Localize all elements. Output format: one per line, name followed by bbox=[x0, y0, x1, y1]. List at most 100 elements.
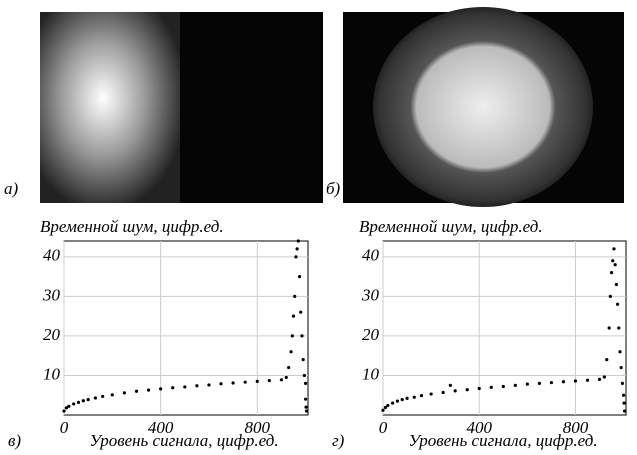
data-point bbox=[305, 409, 308, 412]
data-point bbox=[297, 239, 300, 242]
data-point bbox=[280, 378, 283, 381]
data-point bbox=[526, 383, 529, 386]
data-point bbox=[72, 402, 75, 405]
data-point bbox=[621, 382, 624, 385]
data-point bbox=[622, 394, 625, 397]
data-point bbox=[562, 380, 565, 383]
data-point bbox=[442, 391, 445, 394]
data-point bbox=[514, 384, 517, 387]
data-point bbox=[413, 396, 416, 399]
y-axis-title: Временной шум, цифр.ед. bbox=[40, 217, 224, 236]
data-point bbox=[268, 379, 271, 382]
data-point bbox=[289, 350, 292, 353]
data-point bbox=[285, 376, 288, 379]
data-point bbox=[616, 303, 619, 306]
image-a-glow bbox=[40, 12, 180, 203]
data-point bbox=[302, 358, 305, 361]
data-point bbox=[449, 384, 452, 387]
data-point bbox=[147, 388, 150, 391]
data-point bbox=[612, 247, 615, 250]
data-point bbox=[291, 334, 294, 337]
data-point bbox=[381, 409, 384, 412]
image-b-spot bbox=[373, 7, 593, 207]
data-point bbox=[304, 382, 307, 385]
data-point bbox=[304, 398, 307, 401]
data-point bbox=[617, 326, 620, 329]
panel-label: а) bbox=[4, 179, 19, 198]
data-point bbox=[466, 388, 469, 391]
data-point bbox=[574, 379, 577, 382]
y-tick-label: 10 bbox=[362, 364, 380, 383]
y-tick-label: 30 bbox=[361, 285, 380, 304]
x-tick-label: 0 bbox=[60, 418, 69, 437]
data-point bbox=[598, 378, 601, 381]
data-point bbox=[304, 405, 307, 408]
data-point bbox=[615, 283, 618, 286]
data-point bbox=[219, 382, 222, 385]
panel-label: г) bbox=[332, 431, 345, 450]
data-point bbox=[293, 295, 296, 298]
data-point bbox=[538, 382, 541, 385]
data-point bbox=[303, 374, 306, 377]
data-point bbox=[622, 402, 625, 405]
data-point bbox=[430, 392, 433, 395]
data-point bbox=[454, 389, 457, 392]
y-tick-label: 20 bbox=[43, 325, 61, 344]
data-point bbox=[67, 405, 70, 408]
data-point bbox=[550, 381, 553, 384]
data-point bbox=[396, 400, 399, 403]
data-point bbox=[244, 381, 247, 384]
data-point bbox=[294, 255, 297, 258]
data-point bbox=[296, 247, 299, 250]
data-point bbox=[232, 381, 235, 384]
data-point bbox=[623, 409, 626, 412]
data-point bbox=[610, 271, 613, 274]
y-tick-label: 10 bbox=[43, 364, 61, 383]
plot-frame bbox=[64, 241, 308, 415]
figure-svg: а) б) в) г) 040080010203040Временной шум… bbox=[0, 0, 637, 455]
figure: а) б) в) г) 040080010203040Временной шум… bbox=[0, 0, 637, 455]
data-point bbox=[287, 366, 290, 369]
data-point bbox=[77, 401, 80, 404]
data-point bbox=[256, 380, 259, 383]
y-tick-label: 40 bbox=[43, 246, 61, 265]
data-point bbox=[608, 326, 611, 329]
data-point bbox=[603, 375, 606, 378]
data-point bbox=[298, 275, 301, 278]
data-point bbox=[386, 404, 389, 407]
data-point bbox=[195, 384, 198, 387]
data-point bbox=[159, 387, 162, 390]
data-point bbox=[111, 393, 114, 396]
x-axis-title: Уровень сигнала, цифр.ед. bbox=[89, 431, 278, 450]
data-point bbox=[611, 259, 614, 262]
data-point bbox=[94, 396, 97, 399]
plot-frame bbox=[383, 241, 626, 415]
data-point bbox=[502, 385, 505, 388]
data-point bbox=[405, 397, 408, 400]
y-axis-title: Временной шум, цифр.ед. bbox=[359, 217, 543, 236]
data-point bbox=[618, 350, 621, 353]
data-point bbox=[87, 398, 90, 401]
panel-label: в) bbox=[8, 431, 21, 450]
data-point bbox=[478, 387, 481, 390]
panel-label: б) bbox=[326, 179, 341, 198]
data-point bbox=[614, 263, 617, 266]
data-point bbox=[620, 366, 623, 369]
y-tick-label: 40 bbox=[362, 246, 380, 265]
data-point bbox=[62, 409, 65, 412]
data-point bbox=[490, 386, 493, 389]
data-point bbox=[183, 385, 186, 388]
data-point bbox=[207, 383, 210, 386]
data-point bbox=[101, 395, 104, 398]
data-point bbox=[299, 311, 302, 314]
data-point bbox=[82, 399, 85, 402]
data-point bbox=[135, 390, 138, 393]
data-point bbox=[292, 315, 295, 318]
y-tick-label: 30 bbox=[42, 285, 61, 304]
data-point bbox=[609, 295, 612, 298]
data-point bbox=[586, 379, 589, 382]
x-axis-title: Уровень сигнала, цифр.ед. bbox=[408, 431, 597, 450]
x-tick-label: 0 bbox=[379, 418, 388, 437]
data-point bbox=[123, 391, 126, 394]
data-point bbox=[171, 386, 174, 389]
